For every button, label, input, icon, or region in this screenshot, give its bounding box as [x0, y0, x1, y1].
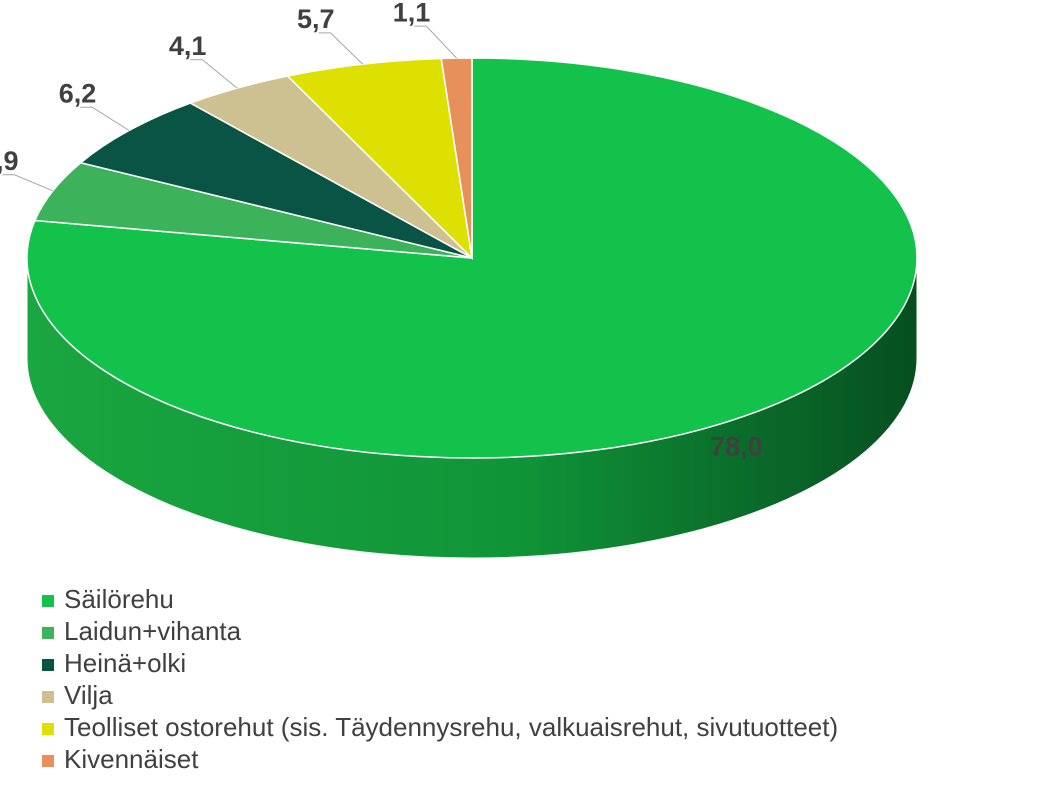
data-label: 6,2 — [59, 78, 97, 108]
leader-line — [190, 59, 238, 89]
leader-line — [2, 174, 54, 192]
data-label: 5,7 — [297, 4, 335, 34]
leader-line — [80, 106, 130, 131]
leader-line — [414, 25, 457, 59]
legend-label: Laidun+vihanta — [64, 616, 242, 646]
legend-swatch — [42, 595, 54, 607]
data-label: 1,1 — [393, 0, 431, 27]
legend-swatch — [42, 723, 54, 735]
data-label: 4,1 — [169, 31, 207, 61]
legend-label: Heinä+olki — [64, 648, 186, 678]
legend-swatch — [42, 627, 54, 639]
legend-label: Säilörehu — [64, 584, 174, 614]
legend-label: Kivennäiset — [64, 744, 199, 774]
legend-label: Vilja — [64, 680, 113, 710]
legend-swatch — [42, 659, 54, 671]
data-label: 4,9 — [0, 146, 18, 176]
legend-swatch — [42, 691, 54, 703]
leader-line — [318, 32, 364, 65]
data-label: 78,0 — [710, 431, 763, 461]
legend-label: Teolliset ostorehut (sis. Täydennysrehu,… — [64, 712, 838, 742]
legend-swatch — [42, 755, 54, 767]
